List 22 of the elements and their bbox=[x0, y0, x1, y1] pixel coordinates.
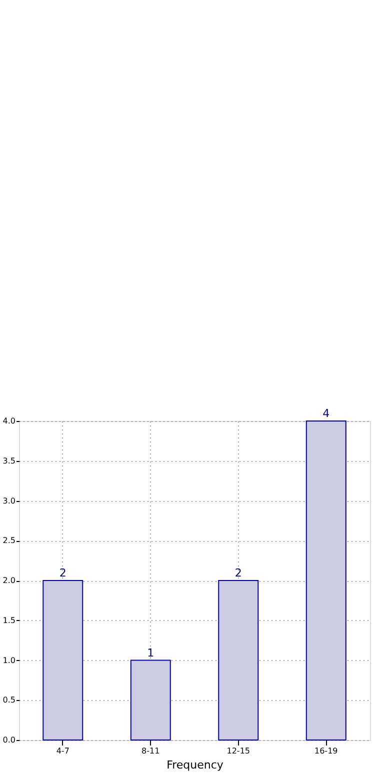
bar bbox=[306, 420, 346, 740]
y-tick-label: 3.5 bbox=[2, 456, 16, 466]
data-label: 2 bbox=[59, 566, 66, 580]
x-tick-label: 4-7 bbox=[56, 746, 70, 756]
data-label: 1 bbox=[147, 646, 154, 660]
data-label: 4 bbox=[322, 407, 330, 420]
y-tick-label: 2.5 bbox=[2, 536, 16, 546]
x-tick-label: 16-19 bbox=[314, 746, 338, 756]
y-tick-label: 2.0 bbox=[2, 576, 16, 585]
y-tick-label: 3.0 bbox=[2, 496, 16, 506]
y-tick-label: 1.0 bbox=[2, 656, 16, 665]
y-tick-label: 0.0 bbox=[2, 736, 16, 744]
y-tick-label: 1.5 bbox=[2, 616, 16, 625]
x-tick-label: 12-15 bbox=[226, 746, 250, 756]
bar bbox=[42, 580, 84, 740]
x-axis-title: Frequency bbox=[166, 758, 224, 772]
bar bbox=[218, 580, 259, 740]
data-label: 2 bbox=[234, 566, 242, 580]
y-tick-label: 0.5 bbox=[2, 696, 16, 705]
x-tick-label: 8-11 bbox=[142, 746, 160, 756]
y-tick-label: 4.0 bbox=[2, 416, 16, 426]
bar bbox=[130, 660, 171, 740]
